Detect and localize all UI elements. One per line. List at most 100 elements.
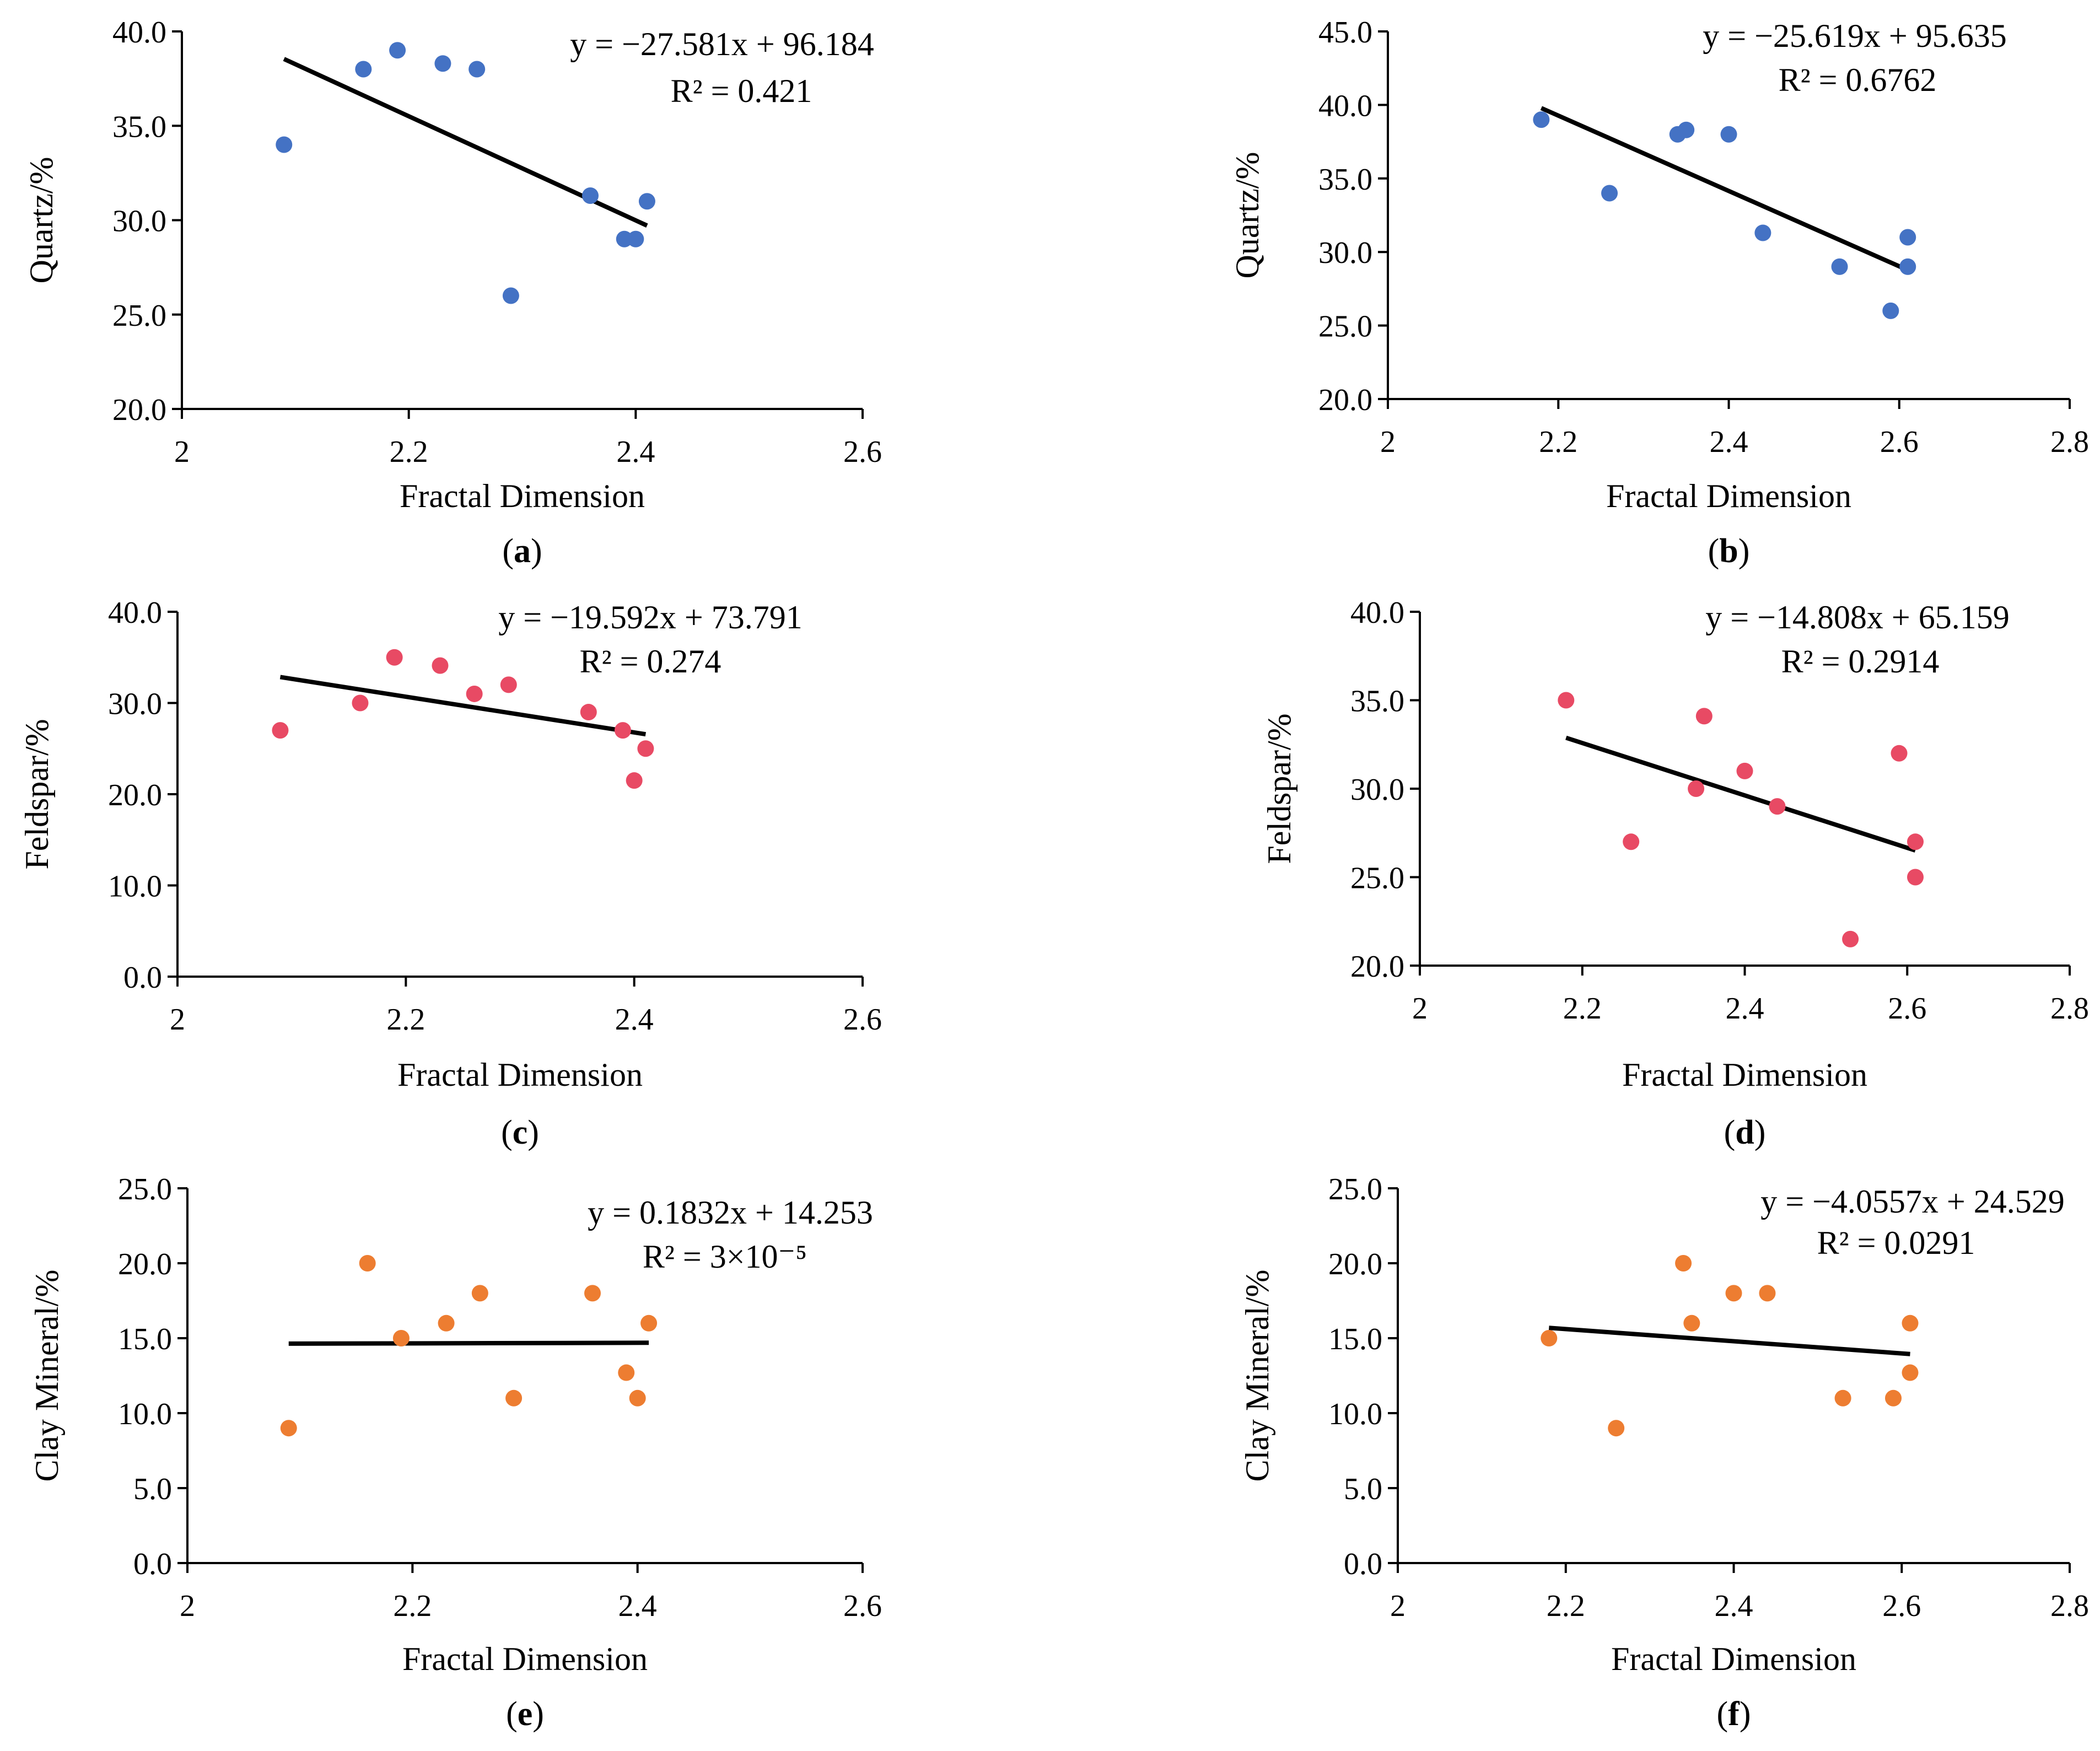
- data-point: [1754, 224, 1771, 241]
- x-axis-title: Fractal Dimension: [402, 1641, 648, 1677]
- x-tick-label: 2.6: [843, 1003, 882, 1037]
- panel-caption: (e): [506, 1695, 544, 1733]
- data-point: [1834, 1389, 1851, 1407]
- data-point: [1842, 930, 1859, 947]
- y-tick-label: 15.0: [118, 1322, 172, 1356]
- panel-caption: (b): [1708, 532, 1750, 570]
- panel-caption: (f): [1717, 1695, 1751, 1733]
- x-axis-title: Fractal Dimension: [397, 1057, 643, 1093]
- data-point: [466, 685, 483, 702]
- data-point: [582, 187, 599, 204]
- trendline: [1540, 106, 1909, 272]
- y-tick-label: 0.0: [1344, 1547, 1382, 1581]
- x-tick-label: 2.4: [616, 435, 655, 469]
- data-point: [471, 1285, 488, 1302]
- data-point: [272, 722, 289, 739]
- data-point: [1882, 302, 1899, 319]
- data-point: [640, 1314, 658, 1332]
- data-point: [1675, 1255, 1692, 1272]
- data-point: [352, 694, 369, 712]
- y-tick-label: 30.0: [1350, 773, 1404, 807]
- trend-equation: y = −25.619x + 95.635: [1703, 18, 2007, 54]
- panel-letter: e: [518, 1695, 533, 1733]
- x-tick-label: 2.2: [1547, 1589, 1585, 1623]
- data-point: [1907, 833, 1924, 850]
- y-tick-label: 20.0: [118, 1247, 172, 1281]
- r-squared: R² = 0.421: [671, 73, 812, 109]
- x-tick-label: 2.6: [1882, 1589, 1921, 1623]
- y-tick-label: 20.0: [1328, 1247, 1382, 1281]
- r-squared: R² = 0.6762: [1779, 62, 1937, 98]
- trend-equation: y = 0.1832x + 14.253: [588, 1194, 873, 1231]
- data-point: [1831, 258, 1848, 275]
- data-point: [1541, 1330, 1558, 1346]
- data-point: [1899, 229, 1916, 246]
- trendline: [1548, 1326, 1910, 1356]
- data-point: [359, 1255, 376, 1272]
- x-tick-label: 2.6: [843, 435, 882, 469]
- y-axis-title: Clay Mineral/%: [29, 1270, 65, 1482]
- y-tick-label: 45.0: [1318, 15, 1372, 50]
- panel-letter: c: [513, 1114, 528, 1151]
- x-axis-title: Fractal Dimension: [1611, 1641, 1856, 1677]
- y-tick-label: 25.0: [1318, 310, 1372, 344]
- y-tick-label: 25.0: [1350, 861, 1404, 896]
- panel-letter: b: [1719, 532, 1738, 570]
- data-point: [1720, 126, 1737, 143]
- panel-c: 0.0 10.0 20.0 30.0 40.0 2 2.2 2.4 2.6 Fractal Dim…: [19, 596, 882, 1151]
- x-tick-label: 2.2: [393, 1589, 432, 1623]
- data-point: [1683, 1314, 1700, 1332]
- data-point: [280, 1420, 297, 1437]
- x-tick-label: 2: [174, 435, 190, 469]
- r-squared: R² = 0.274: [580, 643, 721, 680]
- panel-letter: d: [1735, 1114, 1754, 1151]
- data-point: [1533, 111, 1550, 128]
- x-tick-label: 2: [180, 1589, 195, 1623]
- y-tick-label: 40.0: [1318, 89, 1372, 123]
- panel-letter: f: [1728, 1695, 1740, 1733]
- panel-d: 20.0 25.0 30.0 35.0 40.0 2 2.2 2.4 2.6 2.8 Fractal…: [1261, 596, 2089, 1151]
- y-tick-label: 20.0: [1318, 383, 1372, 417]
- x-tick-label: 2.6: [1880, 425, 1919, 459]
- data-point: [618, 1364, 635, 1381]
- x-tick-label: 2.8: [2050, 992, 2089, 1026]
- y-axis-title: Clay Mineral/%: [1239, 1270, 1275, 1482]
- y-tick-label: 35.0: [1318, 163, 1372, 197]
- data-point: [386, 649, 403, 666]
- x-tick-label: 2.2: [390, 435, 428, 469]
- data-point: [638, 193, 655, 210]
- x-axis-title: Fractal Dimension: [1606, 478, 1851, 514]
- data-point: [502, 287, 519, 304]
- data-point: [389, 42, 406, 59]
- x-tick-label: 2.2: [1563, 992, 1602, 1026]
- x-tick-label: 2.4: [1715, 1589, 1753, 1623]
- trendline: [1565, 735, 1916, 853]
- x-tick-label: 2.8: [2050, 425, 2089, 459]
- trend-equation: y = −14.808x + 65.159: [1705, 599, 2010, 635]
- data-point: [1688, 780, 1705, 797]
- data-point: [1769, 798, 1786, 815]
- panel-caption: (a): [502, 532, 542, 570]
- y-tick-label: 25.0: [118, 1172, 172, 1206]
- y-tick-label: 20.0: [1350, 950, 1404, 984]
- x-tick-label: 2: [170, 1003, 185, 1037]
- y-axis-title: Quartz/%: [23, 157, 60, 284]
- trendline: [288, 1340, 649, 1346]
- data-point: [434, 55, 451, 72]
- y-tick-label: 30.0: [108, 687, 162, 721]
- data-point: [1736, 762, 1753, 779]
- x-tick-label: 2: [1412, 992, 1428, 1026]
- trend-equation: y = −19.592x + 73.791: [498, 599, 803, 635]
- y-tick-label: 30.0: [1318, 236, 1372, 270]
- x-tick-label: 2.2: [386, 1003, 425, 1037]
- x-tick-label: 2.8: [2050, 1589, 2089, 1623]
- panel-caption: (c): [501, 1114, 539, 1151]
- data-point: [1558, 692, 1575, 709]
- data-point: [1759, 1285, 1776, 1302]
- data-point: [438, 1314, 455, 1332]
- y-tick-label: 20.0: [108, 778, 162, 812]
- data-point: [1725, 1285, 1742, 1302]
- panel-a: 20.0 25.0 30.0 35.0 40.0 2 2.2 2.4 2.6 Fractal Di…: [23, 15, 882, 570]
- trendline: [279, 675, 647, 737]
